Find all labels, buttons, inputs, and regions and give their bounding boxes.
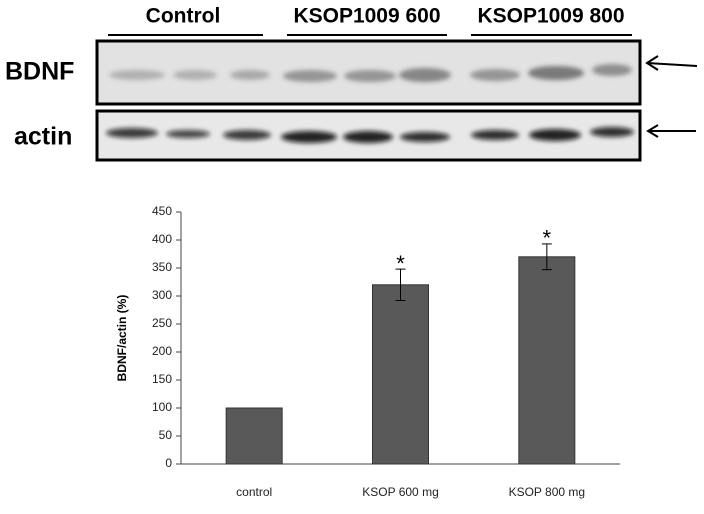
blot-bdnf	[95, 39, 642, 106]
y-tick-label: 450	[152, 204, 172, 218]
y-tick-label: 350	[152, 260, 172, 274]
bar	[225, 407, 283, 465]
y-tick-label: 400	[152, 232, 172, 246]
group-label: KSOP1009 600	[293, 5, 440, 28]
bar	[372, 284, 429, 465]
group-label: KSOP1009 800	[477, 5, 624, 28]
significance-mark: *	[396, 251, 405, 276]
blot-actin	[95, 109, 642, 162]
y-tick-label: 0	[165, 456, 172, 470]
bar	[518, 256, 576, 465]
x-tick-label: control	[236, 485, 272, 499]
significance-mark: *	[543, 226, 552, 251]
y-tick-label: 100	[152, 400, 172, 414]
x-tick-label: KSOP 800 mg	[509, 485, 586, 499]
y-tick-label: 50	[159, 428, 173, 442]
y-axis-label: BDNF/actin (%)	[115, 295, 129, 382]
y-tick-label: 250	[152, 316, 172, 330]
row-label: BDNF	[5, 58, 74, 86]
x-tick-label: KSOP 600 mg	[362, 485, 439, 499]
group-label: Control	[146, 5, 221, 28]
row-label: actin	[14, 123, 72, 151]
y-tick-label: 150	[152, 372, 172, 386]
y-tick-label: 200	[152, 344, 172, 358]
y-tick-label: 300	[152, 288, 172, 302]
arrow	[645, 55, 698, 138]
bar-chart: 0 50 100 150 200 250 300 350 400 450 control KSOP 6…	[152, 204, 620, 499]
